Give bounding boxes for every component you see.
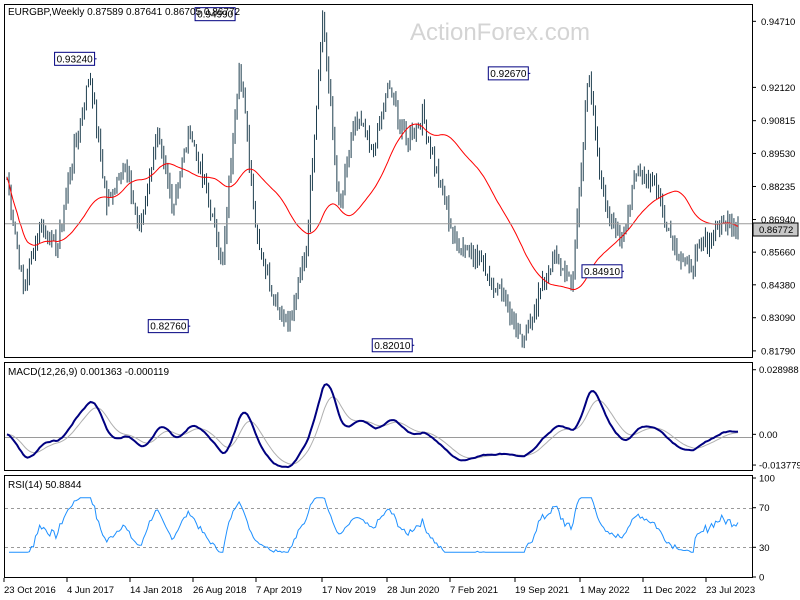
- price-y-tick-label: 0.88235: [761, 182, 795, 193]
- x-tick-label: 1 May 2022: [580, 585, 630, 596]
- x-tick-label: 19 Sep 2021: [515, 585, 569, 596]
- price-y-tick-label: 0.89530: [761, 149, 795, 160]
- macd-panel-frame: [4, 362, 753, 471]
- rsi-panel: [5, 497, 752, 553]
- macd-signal-line: [6, 396, 739, 465]
- peak-label-text: 0.82010: [374, 341, 411, 352]
- price-y-tick-label: 0.92120: [761, 83, 795, 94]
- watermark: ActionForex.com: [410, 19, 590, 46]
- macd-y-tick-label: 0.00: [759, 430, 778, 441]
- current-price-tag: 0.86772: [752, 222, 799, 237]
- rsi-panel-title: RSI(14) 50.8844: [8, 480, 82, 491]
- x-tick-label: 4 Jun 2017: [67, 585, 114, 596]
- price-y-tick-label: 0.83090: [761, 313, 795, 324]
- price-y-tick-label: 0.94710: [761, 17, 795, 28]
- peak-label-text: 0.82760: [150, 322, 187, 333]
- peak-label-text: 0.93240: [57, 54, 94, 65]
- rsi-y-tick-label: 100: [759, 474, 775, 485]
- price-y-tick-label: 0.86940: [761, 215, 795, 226]
- price-y-tick-label: 0.90815: [761, 116, 795, 127]
- x-tick-label: 26 Aug 2018: [193, 585, 246, 596]
- macd-panel-title: MACD(12,26,9) 0.001363 -0.000119: [8, 367, 169, 378]
- price-panel-frame: [4, 4, 753, 358]
- peak-label-text: 0.92670: [490, 69, 527, 80]
- x-tick-label: 7 Feb 2021: [450, 585, 498, 596]
- rsi-y-tick-label: 30: [759, 543, 770, 554]
- price-y-tick-label: 0.85660: [761, 248, 795, 259]
- x-tick-label: 14 Jan 2018: [130, 585, 182, 596]
- peak-labels: 0.93240 0.94990 0.92670 0.82760 0.82010 0.849…: [54, 7, 624, 353]
- moving-average-line: [6, 123, 739, 291]
- price-panel-title: EURGBP,Weekly 0.87589 0.87641 0.86705 0.…: [8, 7, 240, 18]
- macd-y-axis: 0.028988 0.00 -0.013779: [752, 365, 800, 472]
- x-axis: 23 Oct 2016 4 Jun 2017 14 Jan 2018 26 Aug 2…: [3, 578, 755, 596]
- x-tick-label: 28 Jun 2020: [387, 585, 439, 596]
- macd-y-tick-label: 0.028988: [759, 365, 799, 376]
- rsi-y-axis: 100 70 30 0: [752, 474, 775, 584]
- rsi-panel-frame: [4, 475, 753, 578]
- price-y-axis: 0.94710 0.92120 0.89530 0.86940 0.84380 0.817…: [752, 17, 795, 357]
- rsi-y-tick-label: 0: [759, 573, 764, 584]
- peak-label-text: 0.94990: [197, 10, 234, 21]
- rsi-y-tick-label: 70: [759, 503, 770, 514]
- peak-label-text: 0.84910: [584, 267, 621, 278]
- x-tick-label: 11 Dec 2022: [643, 585, 696, 596]
- macd-panel: [5, 383, 752, 469]
- rsi-line: [9, 497, 739, 553]
- x-tick-label: 17 Nov 2019: [322, 585, 376, 596]
- x-tick-label: 7 Apr 2019: [256, 585, 302, 596]
- x-tick-label: 23 Jul 2023: [706, 585, 755, 596]
- price-bars: [6, 10, 739, 349]
- price-y-tick-label: 0.81790: [761, 346, 795, 357]
- price-y-tick-label: 0.84380: [761, 280, 795, 291]
- current-price-label: 0.86772: [759, 225, 793, 236]
- macd-line: [6, 383, 739, 469]
- macd-y-tick-label: -0.013779: [759, 461, 800, 472]
- x-tick-label: 23 Oct 2016: [4, 585, 56, 596]
